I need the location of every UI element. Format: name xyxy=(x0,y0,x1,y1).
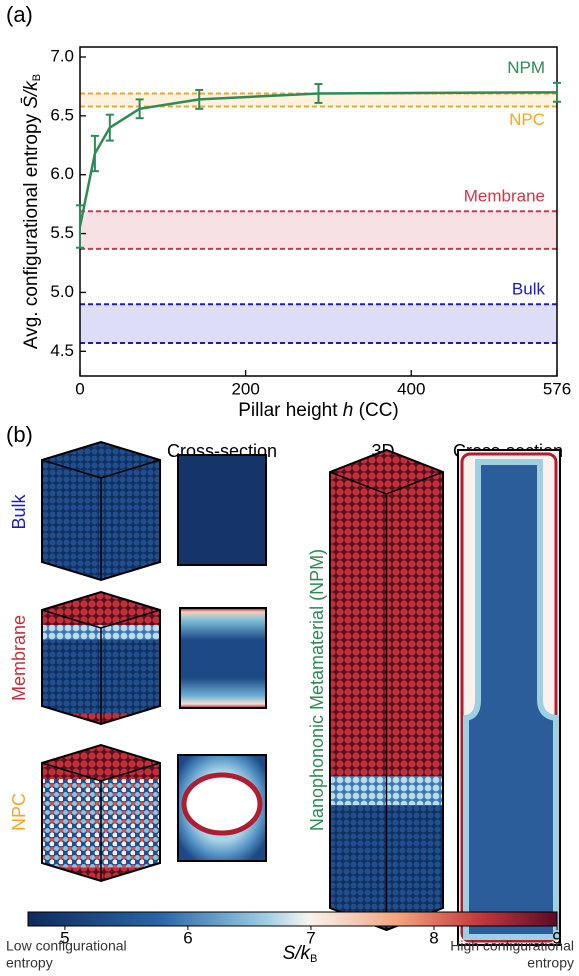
error-bar xyxy=(105,113,114,142)
x-tick-label: 200 xyxy=(231,379,259,398)
y-tick-label: 6.0 xyxy=(50,164,74,183)
band-label: NPC xyxy=(509,110,545,129)
x-tick-label: 400 xyxy=(397,379,425,398)
series-line xyxy=(78,91,558,227)
cube-outline xyxy=(41,440,161,582)
error-bar xyxy=(195,88,204,110)
colorbar-tick-label: 5 xyxy=(60,928,69,947)
colorbar xyxy=(27,911,558,927)
cross-section xyxy=(179,607,267,709)
panel-label: (a) xyxy=(6,2,33,27)
row-label: Bulk xyxy=(9,493,29,529)
pore xyxy=(181,772,263,836)
cube-outline xyxy=(329,448,444,932)
cross-section xyxy=(177,454,267,566)
colorbar-tick-label: 7 xyxy=(306,928,315,947)
y-tick-label: 5.0 xyxy=(50,282,74,301)
low-label: entropy xyxy=(6,955,53,971)
text-part: B xyxy=(310,953,317,965)
text-part: h xyxy=(343,400,354,421)
pore-edge xyxy=(460,452,558,943)
error-bar xyxy=(90,134,99,173)
row-label: NPC xyxy=(9,793,29,831)
error-bar xyxy=(135,98,144,120)
text-part: (CC) xyxy=(353,400,398,421)
colorbar-tick-label: 9 xyxy=(552,928,561,947)
colorbar-tick-label: 6 xyxy=(183,928,192,947)
y-tick-label: 6.5 xyxy=(50,105,74,124)
npm-label: Nanophononic Metamaterial (NPM) xyxy=(307,549,327,831)
text-part: B xyxy=(31,74,43,81)
low-label: Low configurational xyxy=(6,938,127,954)
cube-outline xyxy=(41,743,161,883)
cross-body xyxy=(463,459,559,940)
panel-label: (b) xyxy=(6,422,33,447)
colorbar-tick-label: 8 xyxy=(429,928,438,947)
colorbar-label: S/kB xyxy=(283,943,318,965)
text-part: Avg. configurational entropy xyxy=(21,109,42,349)
high-label: High configurational xyxy=(450,938,574,954)
cube-outline xyxy=(41,590,161,726)
x-tick-label: 576 xyxy=(543,379,571,398)
error-bar xyxy=(553,81,561,103)
high-label: entropy xyxy=(527,955,574,971)
atoms xyxy=(42,745,160,779)
band-label: Bulk xyxy=(512,280,546,299)
y-tick-label: 5.5 xyxy=(50,223,74,242)
series-label: NPM xyxy=(507,58,545,77)
text-part: Pillar height xyxy=(238,400,343,421)
band xyxy=(80,304,557,344)
row-label: Membrane xyxy=(9,615,29,701)
error-bar xyxy=(76,204,84,249)
y-tick-label: 4.5 xyxy=(50,341,74,360)
band-label: Membrane xyxy=(464,187,545,206)
x-tick-label: 0 xyxy=(75,379,84,398)
atoms xyxy=(42,592,160,625)
text-part: S/k xyxy=(283,943,312,964)
text-part: S̄/k xyxy=(21,80,42,109)
x-axis-label: Pillar height h (CC) xyxy=(238,400,399,421)
y-tick-label: 7.0 xyxy=(50,46,74,65)
band xyxy=(80,211,557,249)
y-axis-label: Avg. configurational entropy S̄/kB xyxy=(21,74,43,349)
error-bar xyxy=(314,83,323,104)
